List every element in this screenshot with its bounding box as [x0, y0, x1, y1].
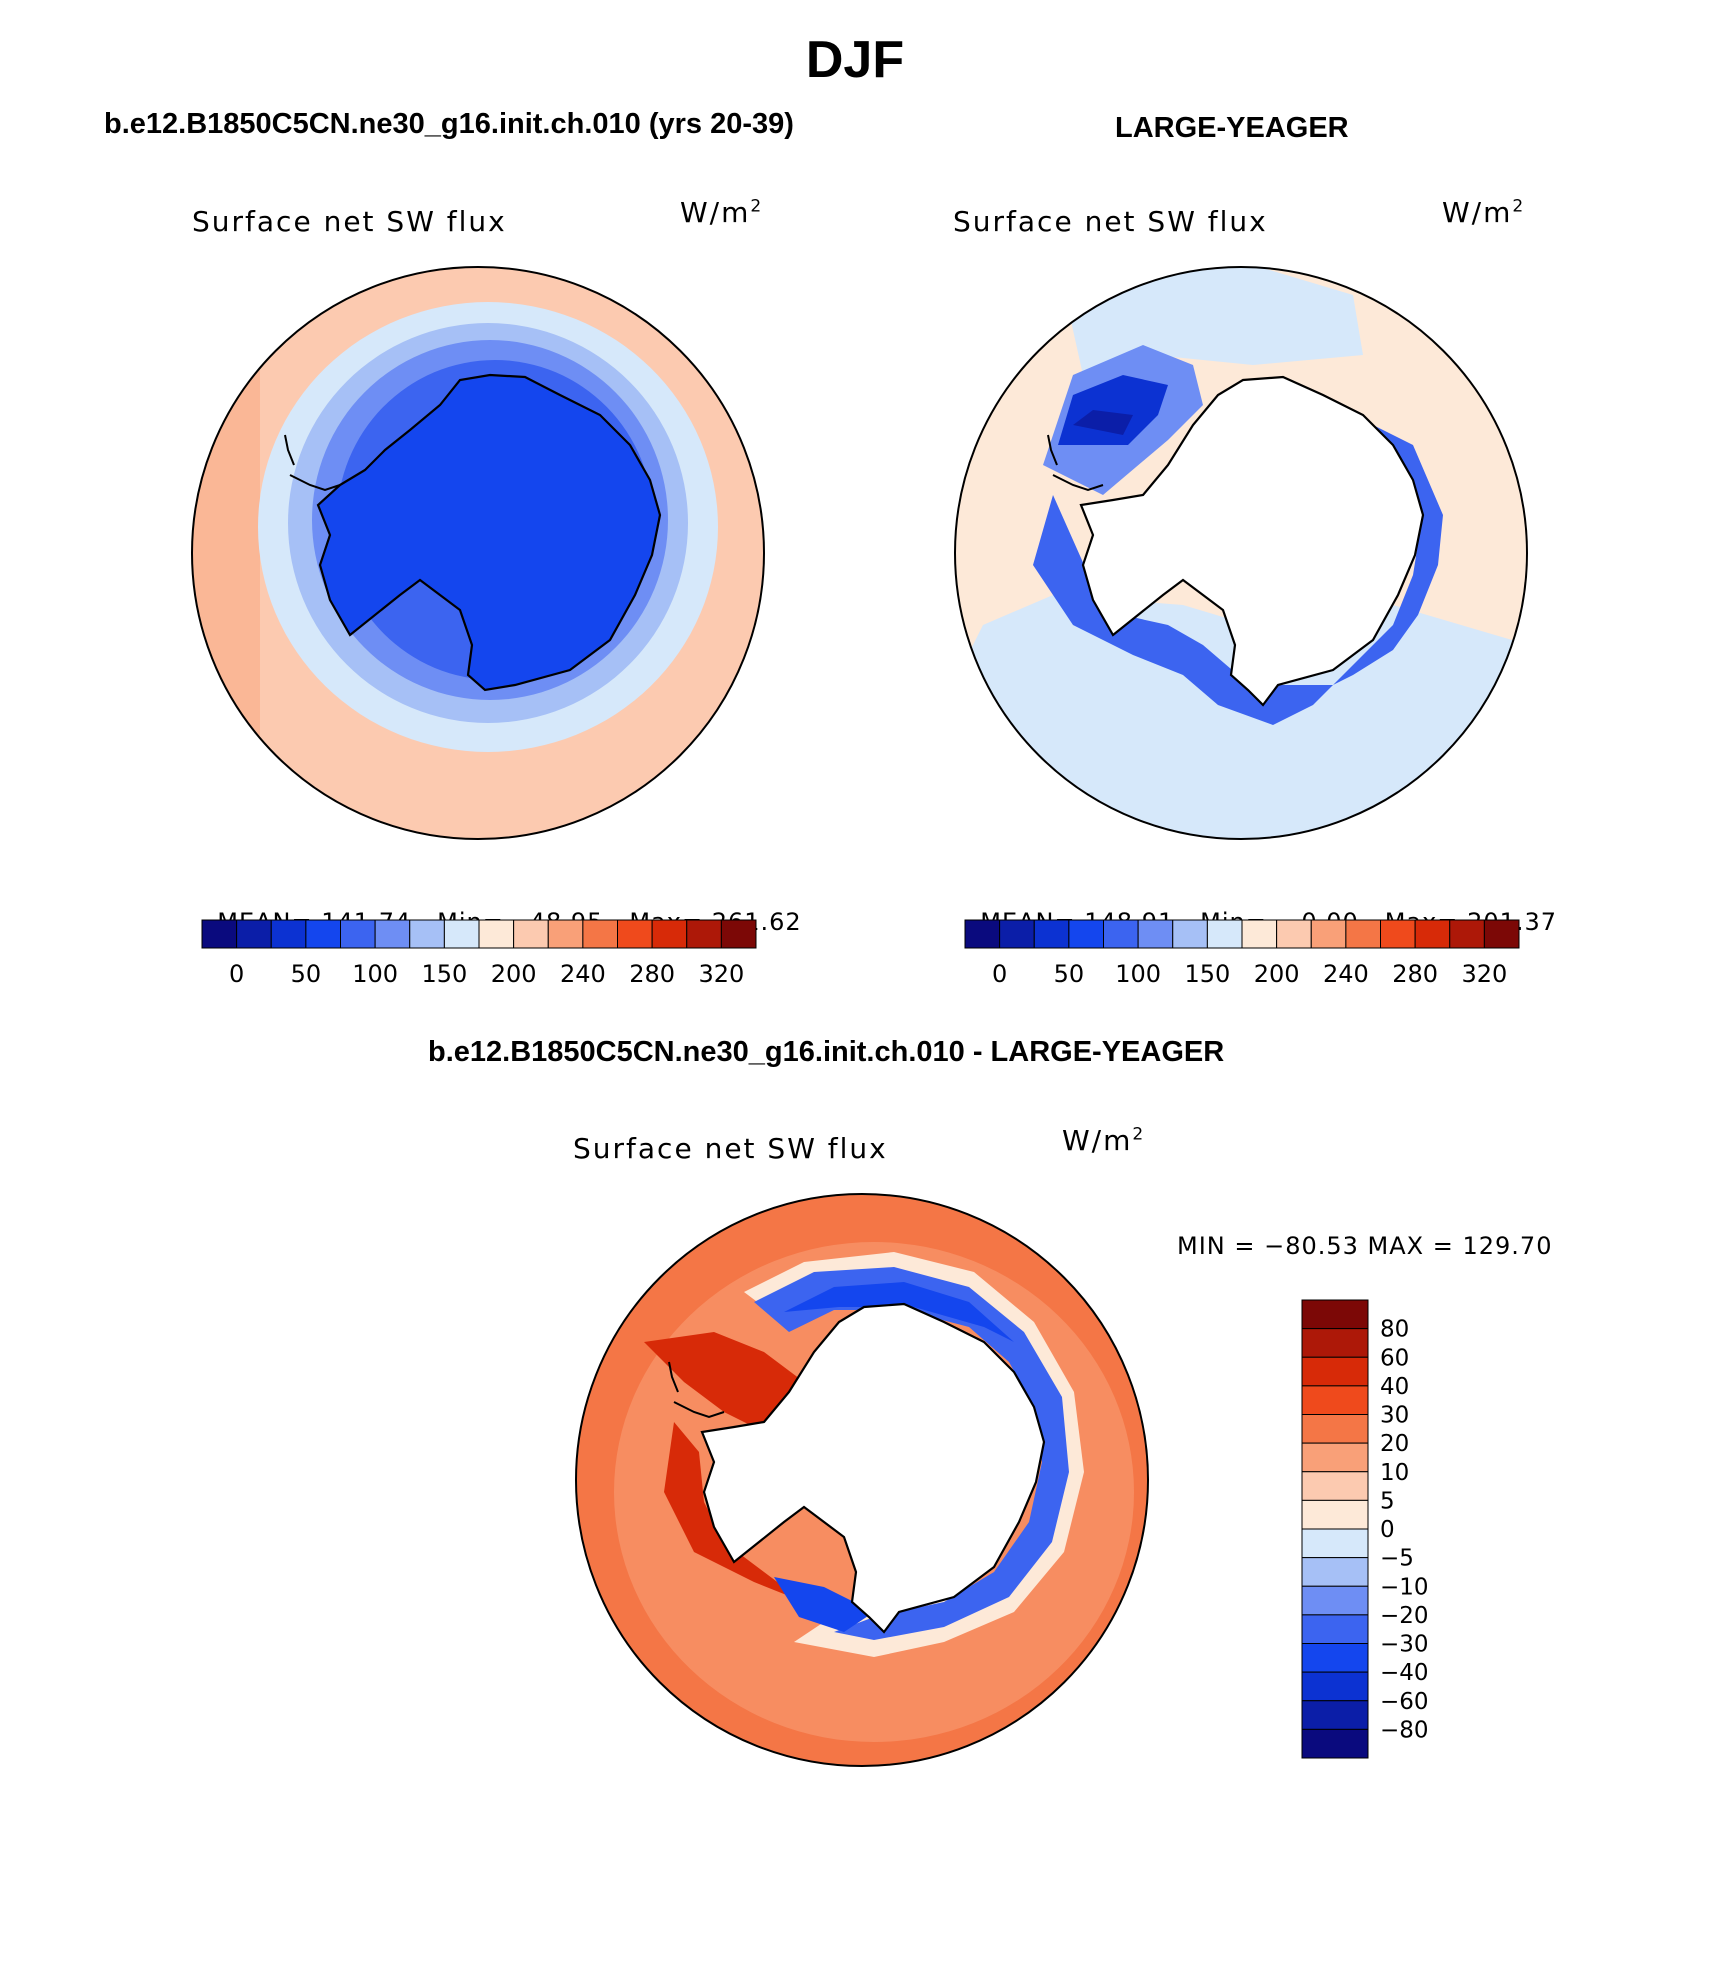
colorbar-tick-label: 80 [1380, 1317, 1409, 1343]
panel-b-case-title: LARGE-YEAGER [1115, 112, 1349, 144]
panel-b-antarctica [1079, 375, 1425, 707]
colorbar-swatch [1068, 919, 1104, 949]
colorbar-swatch [270, 919, 307, 949]
colorbar-swatch [1301, 1585, 1369, 1616]
colorbar-swatch [582, 919, 618, 949]
colorbar-swatch [1301, 1700, 1369, 1730]
diff-units: W/m2 [1062, 1124, 1146, 1157]
panel-b-colorbar: 0 50 100 150 200 240 280 320 [964, 919, 1520, 988]
colorbar-swatch [1414, 919, 1451, 949]
diff-map [575, 1193, 1149, 1767]
colorbar-tick-label: 100 [352, 960, 398, 988]
colorbar-tick-label: 150 [1184, 960, 1230, 988]
colorbar-tick-label: 40 [1380, 1374, 1409, 1400]
colorbar-swatch [201, 919, 238, 949]
colorbar-swatch [964, 919, 1001, 949]
colorbar-swatch [1301, 1528, 1369, 1559]
panel-b-map [954, 266, 1528, 840]
colorbar-tick-label: −30 [1380, 1632, 1429, 1658]
panel-a-antarctica [316, 373, 662, 692]
colorbar-swatch [1276, 919, 1312, 949]
colorbar-swatch [513, 919, 549, 949]
diff-variable-label: Surface net SW flux [573, 1132, 888, 1165]
colorbar-swatch [1483, 919, 1520, 949]
colorbar-swatch [443, 919, 480, 949]
colorbar-tick-label: −80 [1380, 1717, 1429, 1743]
colorbar-swatch [409, 919, 445, 949]
panel-b-variable-label: Surface net SW flux [953, 205, 1268, 238]
colorbar-swatch [1103, 919, 1139, 949]
colorbar-swatch [1449, 919, 1485, 949]
colorbar-tick-label: 30 [1380, 1403, 1409, 1429]
colorbar-tick-label: 50 [291, 960, 322, 988]
colorbar-tick-label: 200 [1254, 960, 1300, 988]
colorbar-swatch [478, 919, 515, 949]
colorbar-swatch [1033, 919, 1070, 949]
colorbar-tick-label: 320 [698, 960, 744, 988]
colorbar-swatch [617, 919, 653, 949]
colorbar-tick-label: 240 [1323, 960, 1369, 988]
panel-a-variable-label: Surface net SW flux [192, 205, 507, 238]
colorbar-swatch [1380, 919, 1416, 949]
diff-case-title: b.e12.B1850C5CN.ne30_g16.init.ch.010 - L… [428, 1036, 1225, 1068]
panel-a-map [191, 266, 765, 840]
panel-a-case-title: b.e12.B1850C5CN.ne30_g16.init.ch.010 (yr… [104, 108, 794, 140]
colorbar-tick-label: −60 [1380, 1689, 1429, 1715]
colorbar-swatch [374, 919, 411, 949]
colorbar-swatch [1310, 919, 1347, 949]
colorbar-swatch [720, 919, 757, 949]
colorbar-tick-label: 0 [992, 960, 1007, 988]
colorbar-swatch [1301, 1299, 1369, 1330]
figure-title: DJF [805, 31, 905, 89]
colorbar-swatch [1301, 1643, 1369, 1673]
colorbar-swatch [686, 919, 722, 949]
diff-antarctica [700, 1302, 1046, 1634]
colorbar-swatch [1172, 919, 1208, 949]
colorbar-swatch [1301, 1356, 1369, 1387]
colorbar-tick-label: −5 [1380, 1546, 1414, 1572]
colorbar-tick-label: 0 [1380, 1517, 1395, 1543]
colorbar-swatch [1301, 1414, 1369, 1444]
panel-a-units: W/m2 [680, 196, 764, 229]
colorbar-tick-label: 280 [1392, 960, 1438, 988]
colorbar-swatch [1301, 1499, 1369, 1530]
colorbar-tick-label: 5 [1380, 1488, 1395, 1514]
colorbar-swatch [547, 919, 584, 949]
colorbar-tick-label: 10 [1380, 1460, 1409, 1486]
colorbar-swatch [651, 919, 688, 949]
colorbar-swatch [999, 919, 1035, 949]
panel-a-colorbar: 0 50 100 150 200 240 280 320 [201, 919, 757, 988]
colorbar-swatch [1301, 1614, 1369, 1644]
colorbar-swatch [1345, 919, 1381, 949]
colorbar-tick-label: 100 [1115, 960, 1161, 988]
panel-b-units: W/m2 [1442, 196, 1526, 229]
colorbar-swatch [1301, 1471, 1369, 1501]
colorbar-tick-label: 20 [1380, 1431, 1409, 1457]
colorbar-swatch [1241, 919, 1278, 949]
colorbar-tick-label: −10 [1380, 1574, 1429, 1600]
colorbar-tick-label: 240 [560, 960, 606, 988]
colorbar-swatch [1206, 919, 1243, 949]
colorbar-tick-label: 50 [1054, 960, 1085, 988]
colorbar-swatch [340, 919, 376, 949]
colorbar-tick-label: −40 [1380, 1660, 1429, 1686]
colorbar-tick-label: 200 [491, 960, 537, 988]
colorbar-tick-label: −20 [1380, 1603, 1429, 1629]
colorbar-swatch [1301, 1671, 1369, 1702]
colorbar-tick-label: 60 [1380, 1345, 1409, 1371]
colorbar-swatch [1301, 1728, 1369, 1759]
colorbar-swatch [1137, 919, 1174, 949]
colorbar-tick-label: 280 [629, 960, 675, 988]
colorbar-tick-label: 0 [229, 960, 244, 988]
diff-minmax: MIN = −80.53 MAX = 129.70 [1177, 1232, 1553, 1260]
colorbar-swatch [1301, 1442, 1369, 1473]
colorbar-swatch [305, 919, 341, 949]
colorbar-tick-label: 320 [1461, 960, 1507, 988]
colorbar-tick-label: 150 [421, 960, 467, 988]
colorbar-swatch [1301, 1557, 1369, 1587]
colorbar-swatch [1301, 1385, 1369, 1415]
colorbar-swatch [236, 919, 272, 949]
colorbar-swatch [1301, 1328, 1369, 1358]
